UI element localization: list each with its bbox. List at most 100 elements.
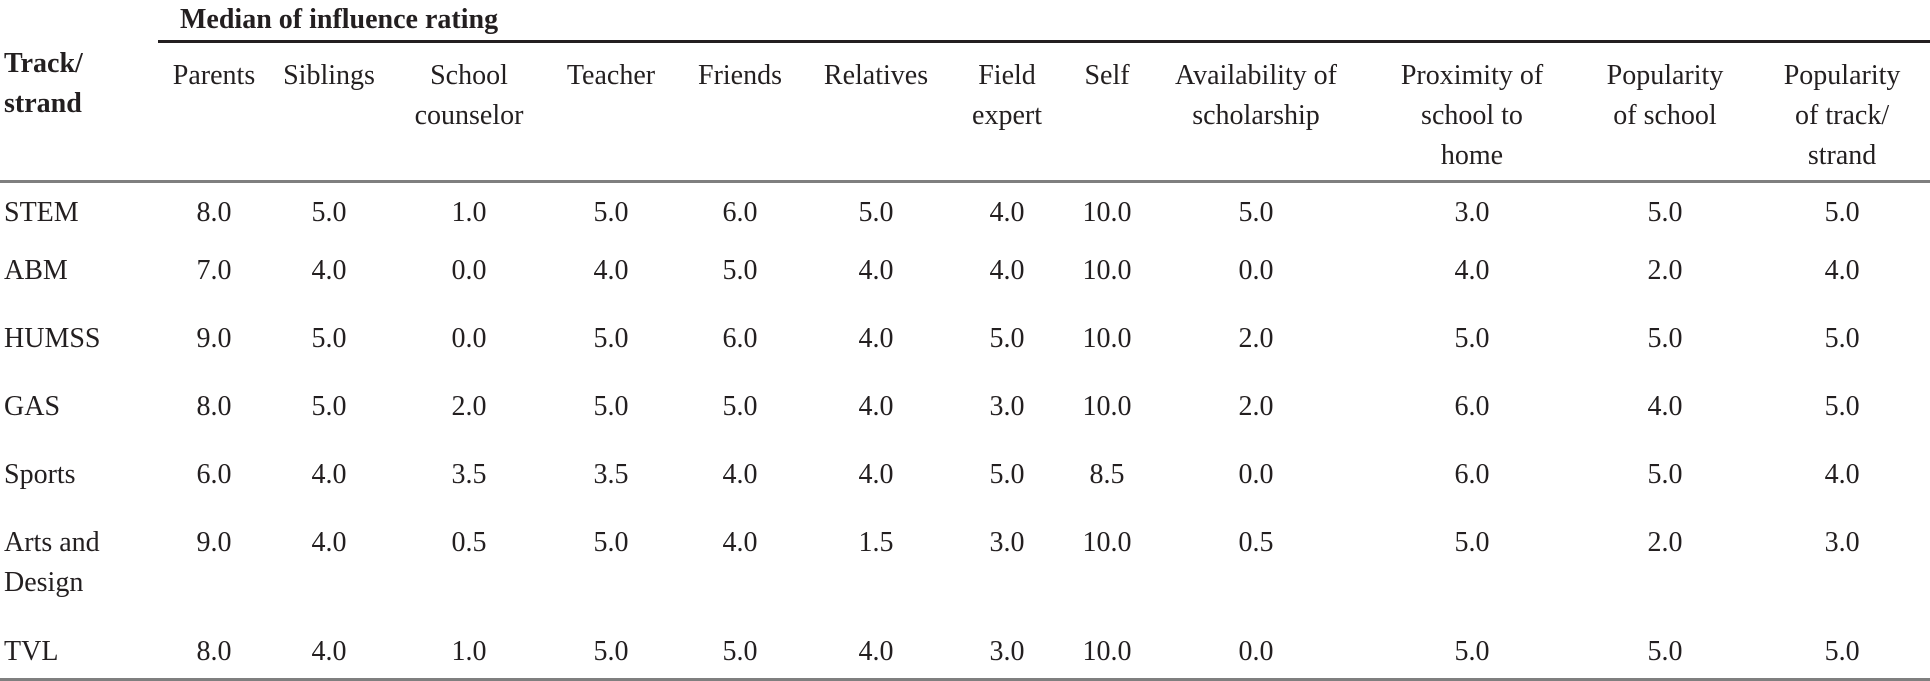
table-cell: 10.0 <box>1082 255 1132 286</box>
table-row: STEM 8.0 5.0 1.0 5.0 6.0 5.0 4.0 10.0 5.0 3.0 5.0 5.… <box>0 182 1930 244</box>
table-cell: 0.5 <box>451 527 487 558</box>
table-row: TVL 8.0 4.0 1.0 5.0 5.0 4.0 3.0 10.0 0.0 5.0 5.0 5.0 <box>0 624 1930 681</box>
table-cell: 1.0 <box>388 624 550 681</box>
column-header-popularity-of-track-strand: Popularity of track/strand <box>1754 41 1930 183</box>
table-cell: 0.0 <box>1238 459 1274 490</box>
table-cell: 5.0 <box>311 197 347 228</box>
table-cell: 0.5 <box>1238 527 1274 558</box>
table-cell: 4.0 <box>808 624 944 681</box>
table-body: STEM 8.0 5.0 1.0 5.0 6.0 5.0 4.0 10.0 5.0 3.0 5.0 5.… <box>0 182 1930 681</box>
table-row: ABM 7.0 4.0 0.0 4.0 5.0 4.0 4.0 10.0 0.0 4.0 2.0 4.0 <box>0 243 1930 311</box>
table-cell: 1.0 <box>451 197 487 228</box>
column-header-siblings: Siblings <box>270 41 388 183</box>
table-cell: 8.0 <box>196 197 232 228</box>
median-influence-rating-header: Median of influence rating <box>158 0 1930 43</box>
table-cell: 5.0 <box>1754 624 1930 681</box>
table-cell: 4.0 <box>593 255 629 286</box>
table-cell: 5.0 <box>593 323 629 354</box>
table-cell: 5.0 <box>1647 323 1683 354</box>
column-header-field-expert: Field expert <box>944 41 1070 183</box>
table-cell: 2.0 <box>451 391 487 422</box>
column-header-self: Self <box>1070 41 1144 183</box>
table-cell: 6.0 <box>196 459 232 490</box>
table-cell: 0.0 <box>451 323 487 354</box>
row-label: Sports <box>4 459 76 490</box>
row-label: HUMSS <box>4 323 101 354</box>
table-cell: 5.0 <box>1824 197 1860 228</box>
table-cell: 5.0 <box>593 391 629 422</box>
table-cell: 10.0 <box>1082 197 1132 228</box>
column-header-popularity-of-school: Popularity of school <box>1576 41 1754 183</box>
table-cell: 4.0 <box>989 197 1025 228</box>
table-cell: 9.0 <box>196 323 232 354</box>
row-label: STEM <box>4 197 79 228</box>
table-cell: 5.0 <box>1576 624 1754 681</box>
table-cell: 8.5 <box>1089 459 1125 490</box>
column-header-teacher: Teacher <box>550 41 672 183</box>
table-row: GAS 8.0 5.0 2.0 5.0 5.0 4.0 3.0 10.0 2.0 6.0 4.0 5.0 <box>0 379 1930 447</box>
table-cell: 6.0 <box>722 197 758 228</box>
column-header-row: Parents Siblings School counselor Teacher Fri… <box>0 41 1930 183</box>
table-cell: 4.0 <box>858 323 894 354</box>
table-cell: 5.0 <box>989 323 1025 354</box>
table-cell: 0.0 <box>1238 255 1274 286</box>
table-cell: 5.0 <box>593 527 629 558</box>
table-cell: 6.0 <box>1454 391 1490 422</box>
table-cell: 4.0 <box>311 527 347 558</box>
table-cell: 4.0 <box>1454 255 1490 286</box>
table-cell: 5.0 <box>593 197 629 228</box>
table-cell: 5.0 <box>1454 323 1490 354</box>
table-cell: 5.0 <box>1647 197 1683 228</box>
row-label: GAS <box>4 391 61 422</box>
table-cell: 3.0 <box>1454 197 1490 228</box>
column-header-relatives: Relatives <box>808 41 944 183</box>
table-cell: 4.0 <box>1824 459 1860 490</box>
table-cell: 6.0 <box>1454 459 1490 490</box>
group-header-row: Track/strand Median of influence rating <box>0 0 1930 183</box>
table-cell: 4.0 <box>858 255 894 286</box>
table-cell: 3.5 <box>593 459 629 490</box>
table-cell: 5.0 <box>1824 391 1860 422</box>
table-cell: 5.0 <box>1368 624 1576 681</box>
table-head: Track/strand Median of influence rating … <box>0 0 1930 183</box>
table-cell: 0.0 <box>1144 624 1368 681</box>
row-label: Arts and Design <box>4 527 100 598</box>
table-cell: 8.0 <box>196 391 232 422</box>
table-cell: 1.5 <box>858 527 894 558</box>
table-cell: 4.0 <box>311 459 347 490</box>
table-cell: 4.0 <box>722 527 758 558</box>
column-header-parents: Parents <box>158 41 270 183</box>
table-cell: 3.0 <box>944 624 1070 681</box>
table-cell: 8.0 <box>158 624 270 681</box>
table-cell: 4.0 <box>270 624 388 681</box>
table-cell: 5.0 <box>672 624 808 681</box>
table-cell: 5.0 <box>1238 197 1274 228</box>
table-cell: 2.0 <box>1647 527 1683 558</box>
table-cell: 4.0 <box>989 255 1025 286</box>
column-header-friends: Friends <box>672 41 808 183</box>
table-cell: 10.0 <box>1070 624 1144 681</box>
table-cell: 5.0 <box>722 255 758 286</box>
table-cell: 4.0 <box>858 459 894 490</box>
table-cell: 5.0 <box>722 391 758 422</box>
table-row: Arts and Design 9.0 4.0 0.5 5.0 4.0 1.5 3.0 10.0 0… <box>0 515 1930 624</box>
table-cell: 3.0 <box>989 391 1025 422</box>
table-cell: 10.0 <box>1082 323 1132 354</box>
table-cell: 2.0 <box>1238 323 1274 354</box>
table-cell: 5.0 <box>550 624 672 681</box>
table-cell: 5.0 <box>311 391 347 422</box>
column-header-availability-of-scholarship: Availability of scholarship <box>1144 41 1368 183</box>
track-strand-label: Track/strand <box>4 48 83 119</box>
table-cell: 5.0 <box>311 323 347 354</box>
table-cell: 4.0 <box>1647 391 1683 422</box>
table-cell: 10.0 <box>1082 391 1132 422</box>
table-cell: 5.0 <box>1824 323 1860 354</box>
table-cell: 4.0 <box>722 459 758 490</box>
table-cell: 0.0 <box>451 255 487 286</box>
table-cell: 6.0 <box>722 323 758 354</box>
table-cell: 4.0 <box>858 391 894 422</box>
row-label: TVL <box>0 624 158 681</box>
table-cell: 10.0 <box>1082 527 1132 558</box>
table-cell: 2.0 <box>1238 391 1274 422</box>
